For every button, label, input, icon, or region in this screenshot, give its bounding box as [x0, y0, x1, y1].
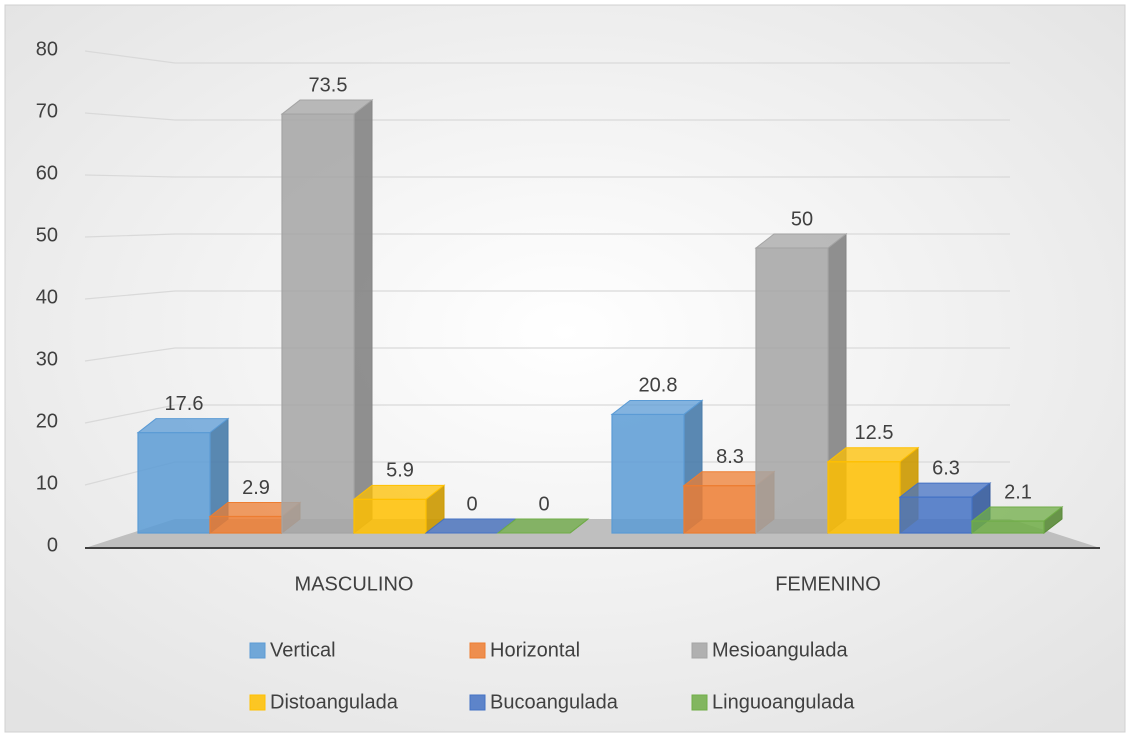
x-tick-label: MASCULINO: [295, 573, 414, 595]
grid-line: [84, 233, 1010, 238]
x-tick-label: FEMENINO: [775, 573, 881, 595]
grid-line: [84, 347, 1010, 362]
legend-swatch: [691, 642, 708, 659]
y-tick-label: 80: [36, 38, 58, 60]
legend-label: Vertical: [270, 639, 336, 661]
y-tick-label: 60: [36, 162, 58, 184]
data-label: 6.3: [932, 457, 960, 479]
legend-swatch: [469, 642, 486, 659]
y-tick-label: 0: [47, 534, 58, 556]
bar-side: [353, 99, 373, 535]
grid-line: [84, 404, 1010, 424]
legend-label: Bucoangulada: [490, 691, 619, 713]
bar: [755, 247, 829, 534]
data-label: 12.5: [855, 422, 894, 444]
bar: [137, 432, 211, 534]
data-label: 2.9: [242, 477, 270, 499]
legend-label: Horizontal: [490, 639, 580, 661]
data-label: 50: [791, 208, 813, 230]
data-label: 5.9: [386, 460, 414, 482]
grid-line: [84, 50, 1010, 64]
y-tick-label: 70: [36, 100, 58, 122]
y-tick-label: 40: [36, 286, 58, 308]
data-label: 2.1: [1004, 481, 1032, 503]
y-tick-label: 20: [36, 410, 58, 432]
data-label: 73.5: [309, 74, 348, 96]
data-label: 8.3: [716, 446, 744, 468]
y-tick-label: 30: [36, 348, 58, 370]
chart-background: [4, 4, 1126, 733]
legend-swatch: [469, 694, 486, 711]
bar: [611, 413, 685, 534]
grid-line: [84, 290, 1010, 300]
bar: [899, 496, 973, 534]
bar: [683, 485, 757, 534]
y-tick-label: 50: [36, 224, 58, 246]
grid-line: [84, 174, 1010, 178]
grid-line: [84, 112, 1010, 121]
data-label: 17.6: [165, 393, 204, 415]
legend-label: Distoangulada: [270, 691, 399, 713]
data-label: 20.8: [639, 375, 678, 397]
bar: [209, 515, 283, 534]
bar: [281, 113, 355, 534]
legend-swatch: [249, 694, 266, 711]
data-label: 0: [538, 493, 549, 515]
bar: [971, 520, 1045, 534]
legend-swatch: [249, 642, 266, 659]
bar: [353, 498, 427, 534]
bar-top: [496, 518, 590, 534]
bar: [827, 461, 901, 534]
legend-label: Mesioangulada: [712, 639, 849, 661]
legend-label: Linguoangulada: [712, 691, 855, 713]
legend-swatch: [691, 694, 708, 711]
data-label: 0: [466, 493, 477, 515]
y-tick-label: 10: [36, 472, 58, 494]
